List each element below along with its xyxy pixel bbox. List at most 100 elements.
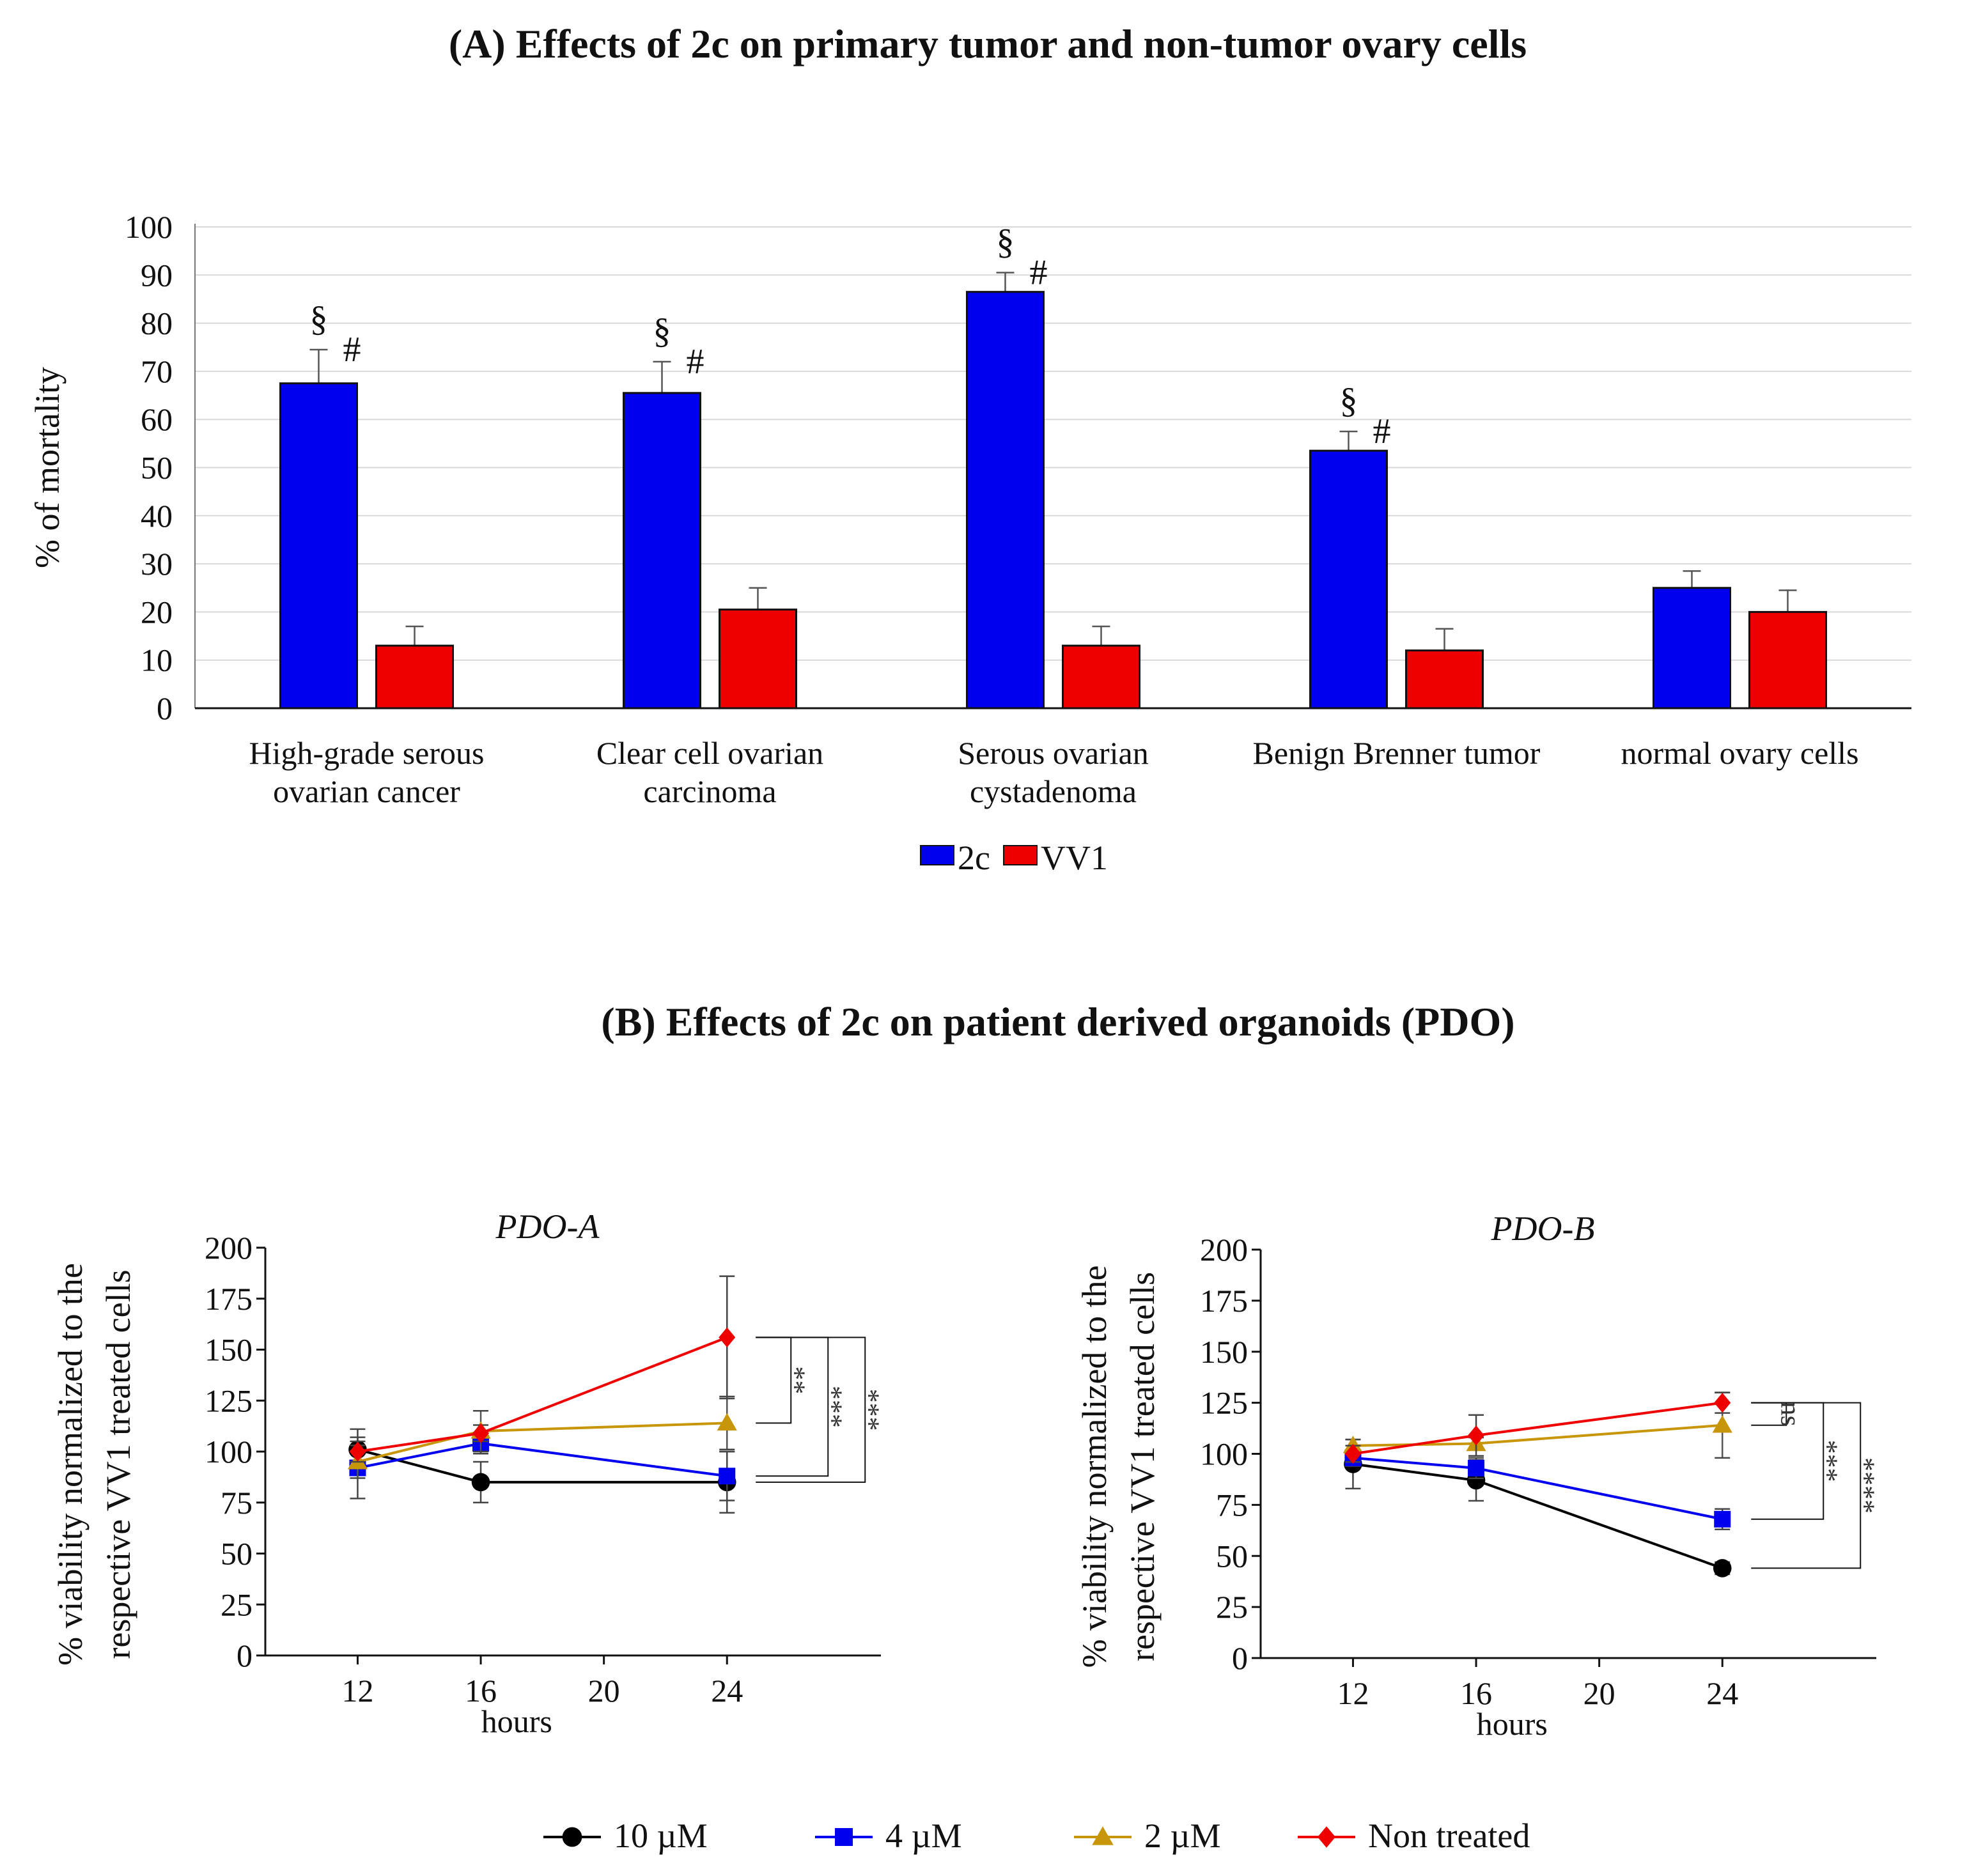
legend-label: 2c	[958, 839, 990, 877]
marker-circle	[562, 1827, 582, 1847]
y-axis-label: % of mortality	[28, 367, 66, 568]
y-tick-label: 75	[221, 1485, 253, 1521]
marker-square	[835, 1828, 853, 1846]
legend-label: 10 µM	[614, 1817, 708, 1855]
marker-square	[1714, 1510, 1731, 1528]
y-tick-label: 25	[221, 1586, 253, 1622]
x-tick-label: 12	[1337, 1675, 1369, 1711]
y-tick-label: 50	[1216, 1538, 1248, 1574]
y-tick-label: 125	[1200, 1385, 1248, 1421]
marker-diamond	[1318, 1826, 1335, 1848]
significance-label: ***	[816, 1386, 848, 1428]
category-label: Clear cell ovarian	[596, 735, 823, 771]
significance-symbol: §	[1340, 381, 1358, 421]
marker-diamond	[472, 1423, 490, 1443]
bar-vv1	[1062, 644, 1140, 709]
y-tick-label: 40	[141, 498, 173, 534]
category-label: normal ovary cells	[1621, 735, 1858, 771]
marker-circle	[1713, 1559, 1732, 1578]
bar-2c	[279, 382, 358, 709]
x-tick-label: 16	[1460, 1675, 1492, 1711]
legend-swatch-vv1	[1003, 845, 1038, 865]
legend-label: VV1	[1041, 839, 1108, 877]
y-tick-label: 200	[1200, 1232, 1248, 1267]
category-label: carcinoma	[643, 773, 776, 809]
marker-triangle	[1092, 1826, 1114, 1845]
marker-diamond	[719, 1327, 736, 1347]
x-axis-label: hours	[1477, 1706, 1548, 1742]
marker-diamond	[349, 1441, 366, 1462]
y-tick-label: 20	[141, 594, 173, 630]
significance-symbol: §	[653, 311, 671, 351]
y-tick-label: 200	[205, 1230, 253, 1266]
significance-label: ****	[1849, 1457, 1880, 1514]
x-tick-label: 20	[588, 1673, 620, 1709]
y-tick-label: 150	[205, 1332, 253, 1368]
y-tick-label: 10	[141, 642, 173, 678]
y-tick-label: 0	[237, 1638, 253, 1673]
chart-title: PDO-B	[1491, 1209, 1595, 1248]
series-line	[1353, 1456, 1723, 1521]
y-tick-label: 125	[205, 1383, 253, 1418]
y-tick-label: 100	[205, 1434, 253, 1469]
x-tick-label: 16	[465, 1673, 497, 1709]
significance-label: ***	[1812, 1440, 1843, 1482]
x-tick-label: 24	[1706, 1675, 1738, 1711]
legend-swatch-2c	[920, 845, 954, 865]
series-line	[357, 1336, 727, 1453]
y-tick-label: 60	[141, 401, 173, 437]
line-chart-legend: 10 µM 4 µM 2 µM Non treated	[543, 1817, 1530, 1855]
legend-label: 4 µM	[885, 1817, 962, 1855]
significance-symbol: #	[343, 330, 361, 369]
y-tick-label: 50	[221, 1536, 253, 1572]
marker-diamond	[1714, 1393, 1731, 1413]
marker-diamond	[1468, 1425, 1485, 1446]
y-tick-label: 70	[141, 353, 173, 389]
y-axis-label: % viability normalized to the	[1075, 1266, 1114, 1668]
x-axis-label: hours	[481, 1703, 552, 1739]
significance-bracket	[1751, 1402, 1862, 1569]
panel-b-title: (B) Effects of 2c on patient derived org…	[601, 999, 1514, 1044]
line-chart-pdo-b: 0 25 50 75 100 125 150 175 200 12 16 20 24 hours PDO-B…	[1075, 1209, 1880, 1742]
bar-vv1	[719, 609, 797, 709]
marker-triangle	[717, 1413, 737, 1431]
category-label: Benign Brenner tumor	[1253, 735, 1541, 771]
legend-label: 2 µM	[1144, 1817, 1221, 1855]
significance-symbol: #	[1373, 412, 1391, 451]
y-tick-label: 50	[141, 450, 173, 486]
category-label: ovarian cancer	[273, 773, 460, 809]
series-line	[357, 1448, 727, 1484]
y-tick-label: 175	[1200, 1283, 1248, 1319]
y-axis-label: respective VV1 treated cells	[99, 1269, 137, 1659]
marker-square	[719, 1468, 736, 1485]
x-tick-label: 20	[1583, 1675, 1615, 1711]
y-tick-label: 100	[125, 209, 173, 245]
line-chart-pdo-a: 0 25 50 75 100 125 150 175 200 12 16 20 24 hours PDO-A…	[51, 1207, 885, 1739]
significance-symbol: #	[1030, 253, 1048, 293]
significance-symbol: §	[997, 222, 1015, 262]
significance-label: **	[779, 1366, 811, 1394]
y-tick-label: 25	[1216, 1589, 1248, 1625]
bar-vv1	[1405, 649, 1484, 709]
y-tick-label: 80	[141, 306, 173, 341]
marker-circle	[471, 1473, 490, 1492]
y-tick-label: 0	[157, 690, 173, 726]
significance-label: ***	[853, 1389, 885, 1431]
y-tick-label: 100	[1200, 1436, 1248, 1472]
x-tick-label: 24	[711, 1673, 743, 1709]
bar-2c	[966, 291, 1045, 709]
x-tick-label: 12	[341, 1673, 373, 1709]
bar-chart-panel-a: 0 10 20 30 40 50 60 70 80 90 100 % of mortality High…	[28, 209, 1911, 877]
bar-vv1	[1748, 610, 1827, 709]
marker-square	[1468, 1459, 1485, 1477]
chart-title: PDO-A	[495, 1207, 600, 1246]
panel-a-title: (A) Effects of 2c on primary tumor and n…	[449, 21, 1527, 66]
y-tick-label: 175	[205, 1281, 253, 1317]
legend-label: Non treated	[1368, 1817, 1530, 1855]
significance-label: ns	[1775, 1402, 1806, 1427]
bar-vv1	[375, 644, 454, 709]
y-tick-label: 75	[1216, 1487, 1248, 1523]
bar-2c	[1309, 449, 1388, 709]
bar-2c	[1653, 587, 1731, 709]
y-tick-label: 0	[1232, 1640, 1248, 1676]
